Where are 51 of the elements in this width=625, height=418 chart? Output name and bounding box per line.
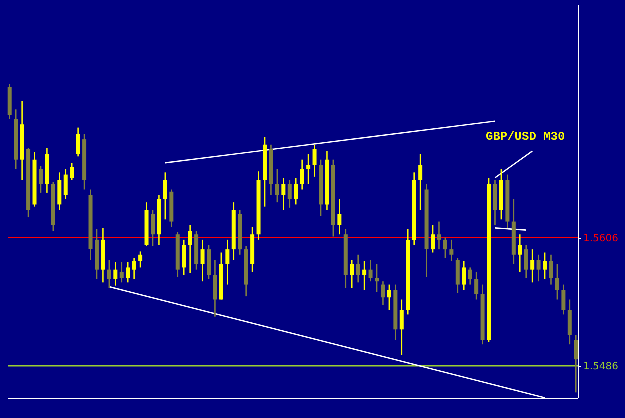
candlestick [132,257,136,280]
candlestick [443,237,448,259]
candlestick [530,248,535,284]
candlestick [338,198,342,236]
candlestick [555,264,560,300]
candlestick [312,144,317,178]
candlestick [76,127,80,158]
candlestick [70,162,74,181]
candlestick [114,262,118,287]
candlestick [64,168,68,200]
candlestick [536,254,541,282]
candlestick [474,271,479,300]
candlestick [375,264,380,293]
candlestick [200,239,205,282]
candlestick [150,209,155,248]
candlestick [356,254,360,284]
candlestick [468,267,472,286]
candlestick [188,224,192,274]
candlestick [381,280,386,306]
candlestick [400,299,404,356]
candlestick [182,239,186,276]
candlestick [120,262,124,284]
candlestick [282,177,286,211]
candlestick [294,177,298,206]
y-tick-label: 1.5606 [584,233,618,244]
candlestick [107,260,112,289]
candlestick [437,221,442,250]
candlestick [275,168,280,204]
candlestick [138,251,143,268]
candlestick [226,239,230,286]
candlestick [350,260,354,289]
candlestick [562,284,566,316]
candlestick [126,262,130,284]
candlestick [300,159,304,190]
candlestick [163,172,168,220]
candlestick [38,166,43,194]
candlestick [450,239,454,262]
candlestick [387,284,392,312]
candlestick [306,154,311,186]
candlestick [368,260,373,282]
annotation: GBP/USD M30 [486,130,566,144]
candlestick [549,254,554,286]
candlestick [418,154,423,211]
candlestick [543,252,548,280]
candlestick [431,224,436,254]
candlestick [362,260,367,291]
candlestick [288,179,292,209]
candlestick [524,244,528,280]
candlestick [518,234,522,273]
y-tick-label: 1.5486 [584,361,618,372]
candlestick [462,260,466,291]
